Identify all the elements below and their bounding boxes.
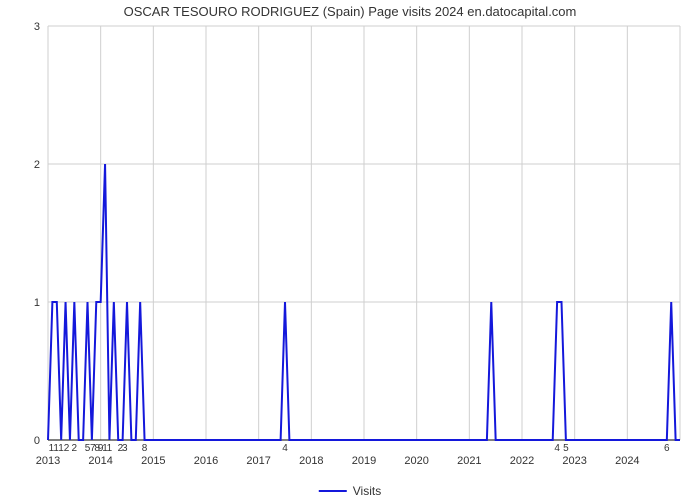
data-label: 2 (72, 443, 78, 454)
data-label: 5 (563, 443, 569, 454)
x-year-label: 2022 (510, 455, 534, 467)
data-label: 6 (664, 443, 670, 454)
data-label: 4 (554, 443, 560, 454)
data-label: 4 (282, 443, 288, 454)
x-year-label: 2016 (194, 455, 218, 467)
legend-label: Visits (353, 484, 381, 498)
x-year-label: 2023 (562, 455, 586, 467)
y-tick-label: 2 (34, 159, 40, 171)
y-tick-label: 0 (34, 435, 40, 447)
data-label: 8 (142, 443, 148, 454)
data-label: 1112 (49, 443, 70, 454)
data-label: 3 (122, 443, 128, 454)
legend-line (319, 490, 347, 492)
legend: Visits (319, 484, 381, 498)
y-tick-label: 1 (34, 297, 40, 309)
data-label: 1 (107, 443, 113, 454)
chart-svg: 0 1 2 3 2013 2014 2015 2016 2017 2018 2019 2020 2021… (0, 0, 700, 480)
x-year-label: 2021 (457, 455, 481, 467)
x-year-label: 2017 (246, 455, 270, 467)
y-tick-label: 3 (34, 21, 40, 33)
x-year-label: 2014 (88, 455, 112, 467)
x-year-label: 2024 (615, 455, 639, 467)
x-year-label: 2018 (299, 455, 323, 467)
x-year-label: 2019 (352, 455, 376, 467)
chart-title: OSCAR TESOURO RODRIGUEZ (Spain) Page vis… (0, 4, 700, 19)
chart-container: OSCAR TESOURO RODRIGUEZ (Spain) Page vis… (0, 0, 700, 500)
x-year-label: 2015 (141, 455, 165, 467)
x-year-label: 2013 (36, 455, 60, 467)
x-year-label: 2020 (404, 455, 428, 467)
